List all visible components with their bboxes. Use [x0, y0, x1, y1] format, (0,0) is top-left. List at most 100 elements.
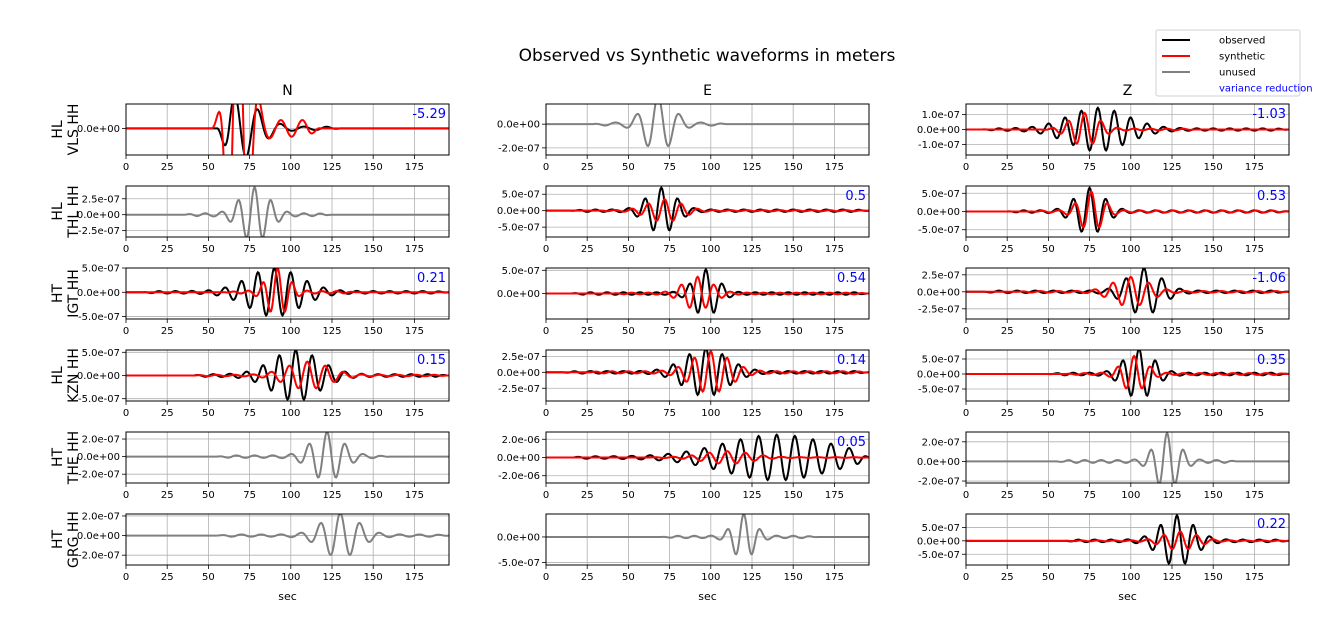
x-tick-label: 25	[161, 326, 174, 337]
y-tick-label: 0.0e+00	[497, 120, 540, 131]
x-tick-label: 75	[1083, 244, 1096, 255]
legend: observed synthetic unused variance reductio…	[1155, 29, 1313, 97]
x-tick-label: 100	[281, 162, 300, 173]
row-station-label: VLS HH	[66, 104, 82, 156]
synthetic-trace	[546, 350, 869, 393]
figure-title: Observed vs Synthetic waveforms in meter…	[519, 46, 896, 66]
x-tick-label: 75	[243, 162, 256, 173]
x-tick-label: 75	[663, 244, 676, 255]
synthetic-trace	[546, 275, 869, 309]
y-tick-label: -5.0e-07	[498, 558, 540, 569]
x-tick-label: 50	[622, 490, 635, 501]
y-tick-label: -5.0e-07	[78, 394, 120, 405]
synthetic-trace	[126, 104, 449, 155]
y-tick-label: -5.0e-07	[918, 550, 960, 561]
row-station-label: THL HH	[66, 185, 82, 238]
panel-frame	[965, 267, 1290, 320]
x-tick-label: 175	[825, 490, 844, 501]
x-tick-label: 175	[825, 162, 844, 173]
x-axis-label: sec	[278, 590, 297, 603]
x-tick-label: 125	[322, 572, 341, 583]
x-tick-label: 100	[281, 244, 300, 255]
y-tick-label: 0.0e+00	[497, 532, 540, 543]
x-tick-label: 125	[742, 408, 761, 419]
synthetic-trace	[546, 450, 869, 465]
y-tick-label: 5.0e-07	[502, 190, 540, 201]
panel: 0 25 50 75 100 125 150 175 2.5e-07 0.0e+00 -2.5e-0…	[497, 349, 870, 419]
panel-frame	[965, 185, 1290, 238]
row-network-label: HT	[50, 284, 66, 304]
y-tick-label: 5.0e-07	[82, 264, 120, 275]
y-tick-label: 2.5e-07	[502, 352, 540, 363]
variance-reduction-label: 0.14	[837, 353, 866, 368]
x-tick-label: 75	[663, 572, 676, 583]
synthetic-trace	[966, 189, 1289, 229]
column-title: N	[282, 83, 292, 99]
x-tick-label: 100	[1121, 244, 1140, 255]
panel-frame	[545, 349, 870, 402]
x-tick-label: 75	[663, 162, 676, 173]
unused-trace	[126, 186, 449, 237]
panel-frame	[545, 103, 870, 156]
x-tick-label: 175	[825, 326, 844, 337]
y-tick-label: 2.0e-07	[922, 437, 960, 448]
x-tick-label: 175	[1245, 162, 1264, 173]
x-tick-label: 100	[1121, 326, 1140, 337]
x-tick-label: 25	[1001, 162, 1014, 173]
x-tick-label: 50	[1042, 408, 1055, 419]
unused-trace	[126, 432, 449, 479]
x-tick-label: 100	[701, 162, 720, 173]
unused-trace	[126, 514, 449, 557]
x-tick-label: 50	[622, 572, 635, 583]
x-tick-label: 25	[1001, 572, 1014, 583]
x-tick-label: 25	[1001, 244, 1014, 255]
x-tick-label: 0	[963, 408, 969, 419]
x-tick-label: 125	[742, 326, 761, 337]
y-tick-label: 5.0e-07	[922, 355, 960, 366]
panel-frame	[125, 103, 450, 156]
x-tick-label: 25	[581, 244, 594, 255]
panel: 0 25 50 75 100 125 150 175 1.0e-07 0.0e+00 -1.0e-0…	[917, 103, 1290, 173]
y-tick-label: -2.0e-07	[78, 470, 120, 481]
y-tick-label: 5.0e-07	[922, 189, 960, 200]
x-tick-label: 25	[581, 326, 594, 337]
x-tick-label: 125	[742, 490, 761, 501]
y-tick-label: 1.0e-07	[922, 110, 960, 121]
x-tick-label: 100	[281, 572, 300, 583]
legend-box	[1155, 29, 1301, 97]
x-tick-label: 0	[543, 490, 549, 501]
x-tick-label: 100	[1121, 162, 1140, 173]
synthetic-trace	[126, 268, 449, 313]
y-tick-label: 5.0e-07	[922, 523, 960, 534]
y-tick-label: -5.0e-07	[498, 223, 540, 234]
x-tick-label: 0	[963, 244, 969, 255]
x-tick-label: 75	[663, 490, 676, 501]
variance-reduction-label: 0.54	[837, 271, 866, 286]
panel: 0 25 50 75 100 125 150 175 0.0e+00 -5.29	[77, 103, 450, 173]
x-tick-label: 125	[1162, 572, 1181, 583]
y-tick-label: -5.0e-07	[918, 385, 960, 396]
y-tick-label: 0.0e+00	[917, 457, 960, 468]
x-tick-label: 25	[581, 490, 594, 501]
x-tick-label: 175	[1245, 490, 1264, 501]
x-tick-label: 50	[1042, 490, 1055, 501]
x-axis-label: sec	[1118, 590, 1137, 603]
panel-grid: N E ZHL VLS HH0 25 50 75 100 125 150 1750.0e+00-5.…	[50, 83, 1290, 603]
y-tick-label: 2.5e-07	[82, 194, 120, 205]
row-network-label: HL	[50, 366, 66, 385]
x-tick-label: 50	[1042, 326, 1055, 337]
x-tick-label: 25	[1001, 408, 1014, 419]
y-tick-label: 0.0e+00	[917, 370, 960, 381]
variance-reduction-label: 0.5	[845, 189, 866, 204]
x-tick-label: 150	[1204, 408, 1223, 419]
x-tick-label: 0	[123, 408, 129, 419]
x-tick-label: 25	[581, 162, 594, 173]
synthetic-trace	[966, 354, 1289, 390]
y-tick-label: 0.0e+00	[77, 210, 120, 221]
x-tick-label: 75	[1083, 326, 1096, 337]
variance-reduction-label: -1.03	[1252, 107, 1286, 122]
legend-label: observed	[1219, 36, 1265, 47]
x-tick-label: 175	[405, 162, 424, 173]
variance-reduction-label: -1.06	[1252, 271, 1286, 286]
x-tick-label: 75	[663, 408, 676, 419]
